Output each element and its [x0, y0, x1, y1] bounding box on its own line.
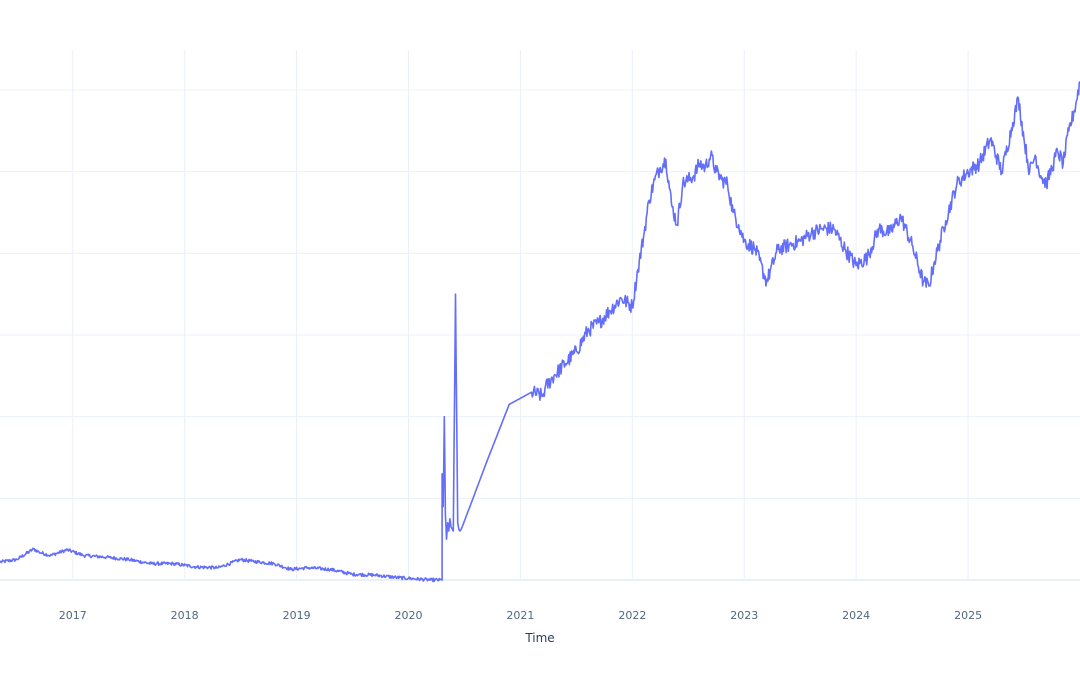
x-tick-label-2020: 2020 [394, 609, 422, 622]
x-tick-labels: 2017 2018 2019 2020 2021 2022 2023 2024 2025 [59, 609, 982, 622]
x-tick-label-2021: 2021 [506, 609, 534, 622]
x-axis-title: Time [524, 631, 554, 645]
y-gridlines [0, 89, 1080, 581]
x-tick-label-2023: 2023 [730, 609, 758, 622]
x-tick-label-2025: 2025 [954, 609, 982, 622]
x-gridlines [72, 50, 969, 580]
x-tick-label-2022: 2022 [618, 609, 646, 622]
x-tick-label-2018: 2018 [171, 609, 199, 622]
x-tick-label-2024: 2024 [842, 609, 870, 622]
series-line-0 [0, 81, 1080, 583]
series-layer [0, 81, 1080, 583]
x-tick-label-2017: 2017 [59, 609, 87, 622]
x-tick-label-2019: 2019 [283, 609, 311, 622]
